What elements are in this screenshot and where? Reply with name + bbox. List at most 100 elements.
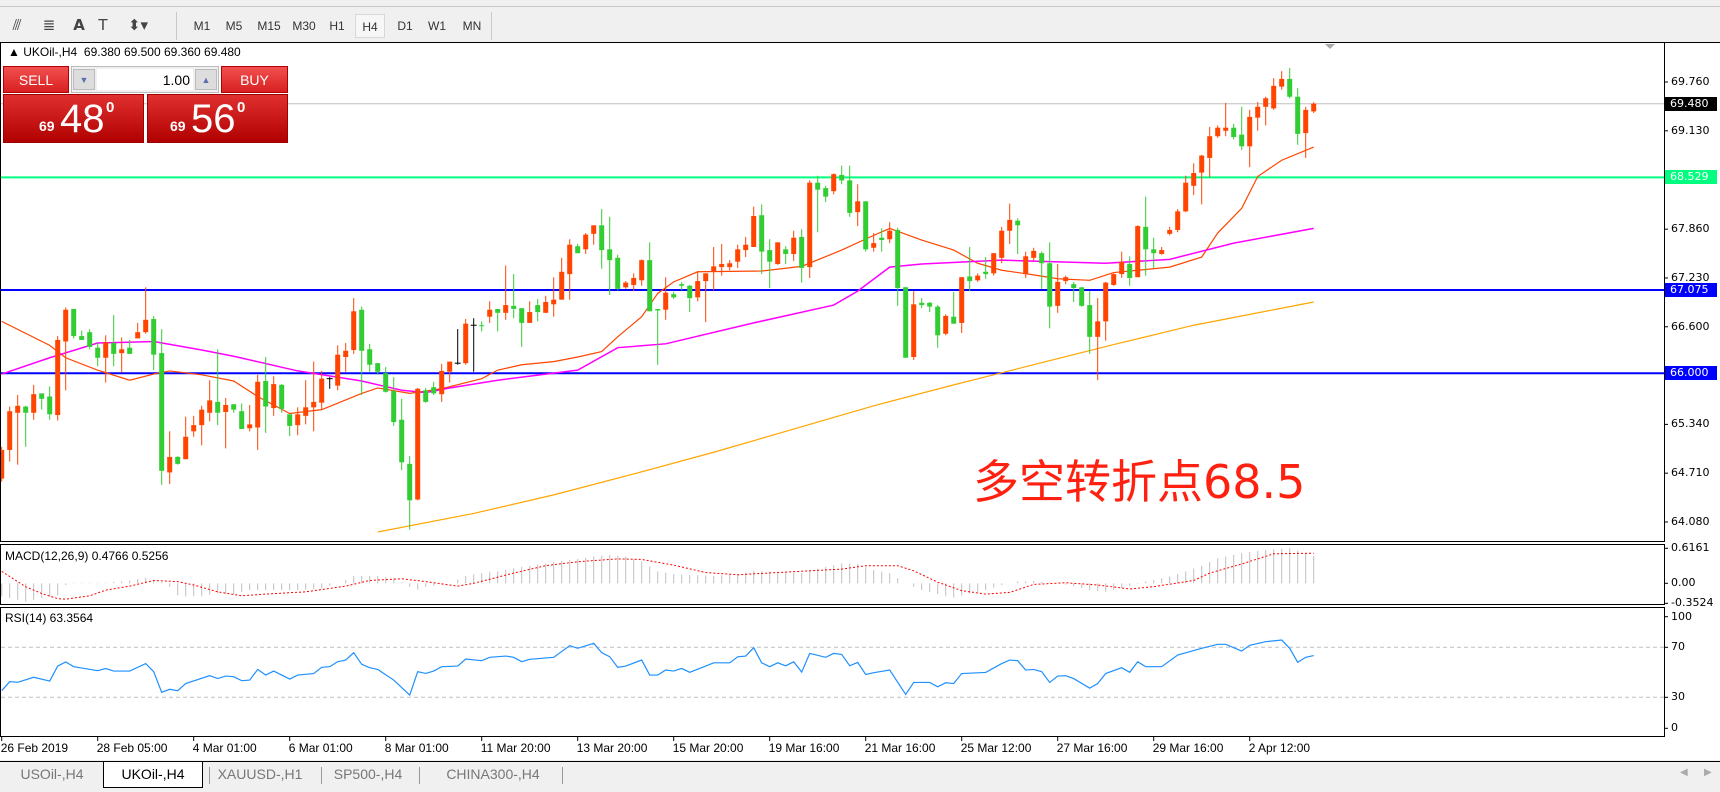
scroll-right-icon[interactable]: ▶: [1704, 767, 1712, 778]
price-axis-label: 64.710: [1671, 466, 1710, 480]
timeframe-m15[interactable]: M15: [257, 19, 281, 33]
candle: [1, 446, 5, 482]
tab-china300h4[interactable]: CHINA300-,H4: [446, 766, 540, 782]
candle: [470, 318, 477, 372]
candle: [95, 343, 101, 367]
candle: [1255, 102, 1261, 131]
time-axis-label: 27 Mar 16:00: [1056, 741, 1128, 755]
price-axis-label: 67.230: [1671, 270, 1710, 284]
time-axis-label: 4 Mar 01:00: [192, 741, 257, 755]
candle: [495, 308, 501, 332]
timeframe-mn[interactable]: MN: [462, 19, 482, 33]
candle: [1231, 123, 1237, 140]
candle: [359, 306, 365, 395]
candle: [1247, 109, 1253, 168]
candle: [1279, 71, 1285, 90]
lot-decrease-button[interactable]: ▼: [73, 69, 95, 90]
main-panel-border: [0, 42, 1665, 542]
candle: [623, 281, 629, 289]
fibonacci-expansion-icon[interactable]: ⫻: [12, 16, 22, 34]
candle: [303, 380, 309, 425]
candle: [607, 216, 613, 296]
candle: [1159, 246, 1165, 255]
candle: [1055, 264, 1061, 313]
candle: [335, 345, 341, 391]
ma-fast-line: [1, 146, 1314, 415]
timeframe-h1[interactable]: H1: [329, 19, 345, 33]
candle: [855, 184, 861, 227]
time-axis-label: 21 Mar 16:00: [864, 741, 936, 755]
text-icon[interactable]: A: [73, 16, 85, 34]
candle: [135, 322, 141, 339]
text-label-icon[interactable]: T: [98, 16, 108, 34]
tab-usoilh4[interactable]: USOil-,H4: [20, 766, 84, 782]
scroll-left-icon[interactable]: ◀: [1680, 767, 1688, 778]
fibonacci-fan-icon[interactable]: ≣: [42, 16, 56, 34]
lot-input[interactable]: [97, 69, 193, 90]
price-axis-label: 65.340: [1671, 417, 1710, 431]
rsi-axis-label: 30: [1671, 690, 1685, 704]
buy-price-main: 56: [191, 97, 236, 141]
candle: [543, 295, 549, 313]
candle: [815, 175, 821, 233]
timeframe-d1[interactable]: D1: [397, 19, 413, 33]
rsi-axis-label: 0: [1671, 721, 1678, 735]
tab-ukoilh4[interactable]: UKOil-,H4: [103, 762, 203, 788]
candle: [199, 405, 205, 446]
candle: [671, 291, 677, 299]
one-click-trading-panel: SELL ▼ ▲ BUY 69 48 0 69 56 0: [3, 66, 288, 143]
candle: [647, 242, 653, 312]
timeframe-h4[interactable]: H4: [355, 14, 385, 38]
candle: [519, 308, 525, 347]
candle: [943, 314, 949, 336]
candle: [559, 257, 565, 300]
candle: [847, 165, 853, 217]
candle: [215, 349, 221, 426]
lot-stepper: ▼ ▲: [71, 66, 219, 93]
candle: [1031, 247, 1037, 261]
candle: [687, 284, 693, 313]
sell-price[interactable]: 69 48 0: [3, 94, 144, 143]
candle: [423, 387, 429, 403]
candle: [1119, 251, 1125, 278]
collapse-triangle-icon[interactable]: ▲: [8, 45, 24, 59]
candle: [551, 277, 557, 317]
macd-histogram: [1, 548, 1315, 602]
candle: [1143, 196, 1149, 276]
candle: [1007, 203, 1013, 244]
timeframe-w1[interactable]: W1: [428, 19, 446, 33]
candle: [591, 225, 597, 245]
time-axis-label: 6 Mar 01:00: [288, 741, 353, 755]
timeframe-m1[interactable]: M1: [193, 19, 211, 33]
lot-increase-button[interactable]: ▲: [195, 69, 217, 90]
toolbar-separator: [176, 12, 177, 40]
chart-window[interactable]: [0, 42, 1720, 760]
candle: [175, 456, 181, 465]
tab-xauusdh1[interactable]: XAUUSD-,H1: [217, 766, 303, 782]
timeframe-m30[interactable]: M30: [292, 19, 316, 33]
candle: [63, 307, 69, 391]
chart-annotation-text[interactable]: 多空转折点68.5: [973, 455, 1306, 509]
arrows-icon[interactable]: ⬍▾: [127, 16, 149, 34]
ma-slow-line: [377, 301, 1314, 533]
candle: [767, 239, 773, 289]
candle: [751, 206, 757, 247]
buy-button[interactable]: BUY: [221, 66, 288, 93]
candle: [703, 273, 709, 323]
candle: [1263, 96, 1269, 126]
candle: [583, 233, 589, 254]
candle: [1095, 298, 1101, 381]
chart-shift-marker-icon[interactable]: [1325, 44, 1335, 49]
candle: [967, 246, 973, 292]
sell-button[interactable]: SELL: [3, 66, 69, 93]
candle: [959, 277, 965, 333]
candle: [1295, 88, 1301, 145]
timeframe-m5[interactable]: M5: [225, 19, 243, 33]
candle: [1111, 273, 1117, 286]
candle: [231, 404, 237, 413]
buy-price[interactable]: 69 56 0: [147, 94, 288, 143]
tab-sp500h4[interactable]: SP500-,H4: [333, 766, 403, 782]
candle: [799, 229, 805, 283]
candle: [111, 315, 117, 367]
